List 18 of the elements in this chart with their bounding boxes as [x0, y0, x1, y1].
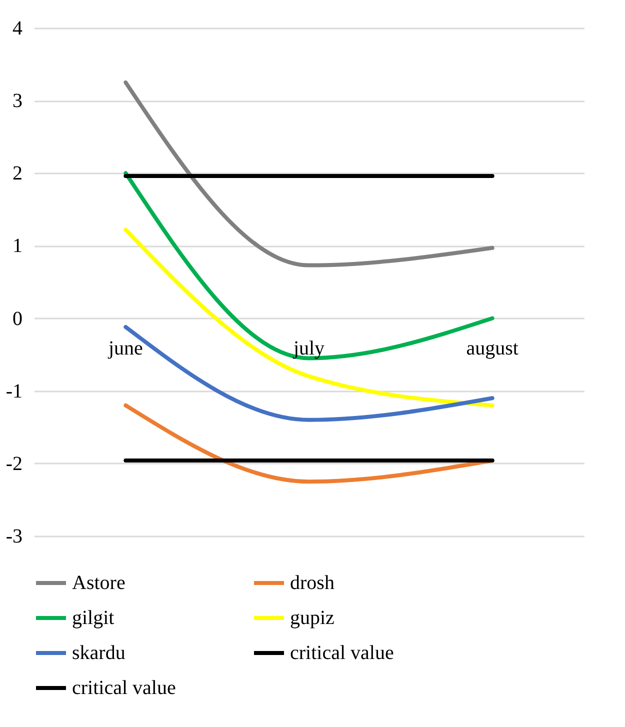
legend-label: gilgit: [72, 607, 115, 629]
y-tick-label: -1: [6, 380, 22, 402]
legend-label: Astore: [72, 572, 126, 594]
y-tick-label: 3: [12, 90, 22, 112]
y-tick-label: 2: [12, 162, 22, 185]
legend-label: critical value: [72, 677, 176, 699]
y-tick-label: 4: [12, 18, 22, 40]
y-tick-label: 1: [12, 235, 22, 258]
legend-label: drosh: [290, 572, 334, 594]
y-tick-label: -2: [6, 452, 22, 475]
x-tick-label: july: [292, 337, 325, 360]
legend-label: gupiz: [290, 607, 335, 629]
legend-label: skardu: [72, 642, 126, 664]
x-tick-label: august: [466, 337, 519, 360]
legend-label: critical value: [290, 642, 394, 664]
y-tick-label: -3: [6, 526, 22, 548]
y-tick-label: 0: [12, 308, 22, 330]
x-tick-label: june: [107, 337, 144, 360]
